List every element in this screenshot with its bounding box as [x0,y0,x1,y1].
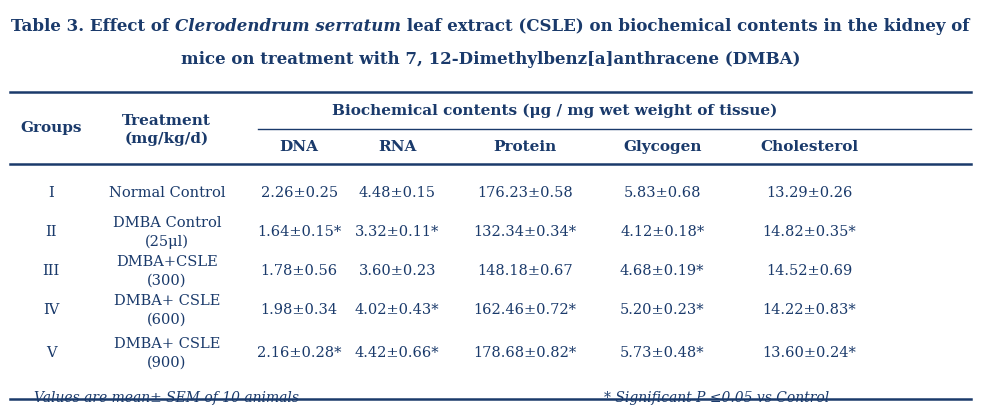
Text: 1.64±0.15*: 1.64±0.15* [257,225,341,239]
Text: 14.52±0.69: 14.52±0.69 [766,264,852,278]
Text: Groups: Groups [21,121,81,136]
Text: 5.83±0.68: 5.83±0.68 [623,186,701,200]
Text: Table 3. Effect of: Table 3. Effect of [12,18,176,35]
Text: Normal Control: Normal Control [109,186,225,200]
Text: 13.29±0.26: 13.29±0.26 [766,186,852,200]
Text: 5.73±0.48*: 5.73±0.48* [620,346,704,360]
Text: I: I [48,186,54,200]
Text: 4.48±0.15: 4.48±0.15 [359,186,436,200]
Text: Glycogen: Glycogen [623,140,701,154]
Text: 4.42±0.66*: 4.42±0.66* [355,346,439,360]
Text: Cholesterol: Cholesterol [760,140,858,154]
Text: leaf extract (CSLE) on biochemical contents in the kidney of: leaf extract (CSLE) on biochemical conte… [401,18,969,35]
Text: 13.60±0.24*: 13.60±0.24* [762,346,856,360]
Text: III: III [42,264,60,278]
Text: Treatment: Treatment [123,114,211,128]
Text: 132.34±0.34*: 132.34±0.34* [473,225,577,239]
Text: DMBA+ CSLE
(900): DMBA+ CSLE (900) [114,337,220,369]
Text: mice on treatment with 7, 12-Dimethylbenz[a]anthracene (DMBA): mice on treatment with 7, 12-Dimethylben… [181,51,800,68]
Text: Clerodendrum serratum: Clerodendrum serratum [176,18,401,35]
Text: DMBA+ CSLE
(600): DMBA+ CSLE (600) [114,294,220,326]
Text: DNA: DNA [280,140,319,154]
Text: Values are mean± SEM of 10 animals: Values are mean± SEM of 10 animals [34,391,299,405]
Text: * Significant P ≤0.05 vs Control: * Significant P ≤0.05 vs Control [603,391,829,405]
Text: 148.18±0.67: 148.18±0.67 [477,264,573,278]
Text: 4.68±0.19*: 4.68±0.19* [620,264,704,278]
Text: (mg/kg/d): (mg/kg/d) [125,132,209,146]
Text: 3.60±0.23: 3.60±0.23 [358,264,437,278]
Text: 14.82±0.35*: 14.82±0.35* [762,225,856,239]
Text: IV: IV [43,303,59,317]
Text: RNA: RNA [378,140,417,154]
Text: 4.12±0.18*: 4.12±0.18* [620,225,704,239]
Text: 1.78±0.56: 1.78±0.56 [261,264,337,278]
Text: 162.46±0.72*: 162.46±0.72* [474,303,576,317]
Text: V: V [46,346,56,360]
Text: DMBA+CSLE
(300): DMBA+CSLE (300) [116,255,218,287]
Text: 176.23±0.58: 176.23±0.58 [477,186,573,200]
Text: 2.16±0.28*: 2.16±0.28* [257,346,341,360]
Text: Protein: Protein [493,140,556,154]
Text: 1.98±0.34: 1.98±0.34 [261,303,337,317]
Text: 2.26±0.25: 2.26±0.25 [261,186,337,200]
Text: DMBA Control
(25μl): DMBA Control (25μl) [113,216,221,249]
Text: 14.22±0.83*: 14.22±0.83* [762,303,856,317]
Text: 178.68±0.82*: 178.68±0.82* [473,346,577,360]
Text: 5.20±0.23*: 5.20±0.23* [620,303,704,317]
Text: II: II [45,225,57,239]
Text: 3.32±0.11*: 3.32±0.11* [355,225,439,239]
Text: Biochemical contents (μg / mg wet weight of tissue): Biochemical contents (μg / mg wet weight… [332,104,777,118]
Text: 4.02±0.43*: 4.02±0.43* [355,303,439,317]
